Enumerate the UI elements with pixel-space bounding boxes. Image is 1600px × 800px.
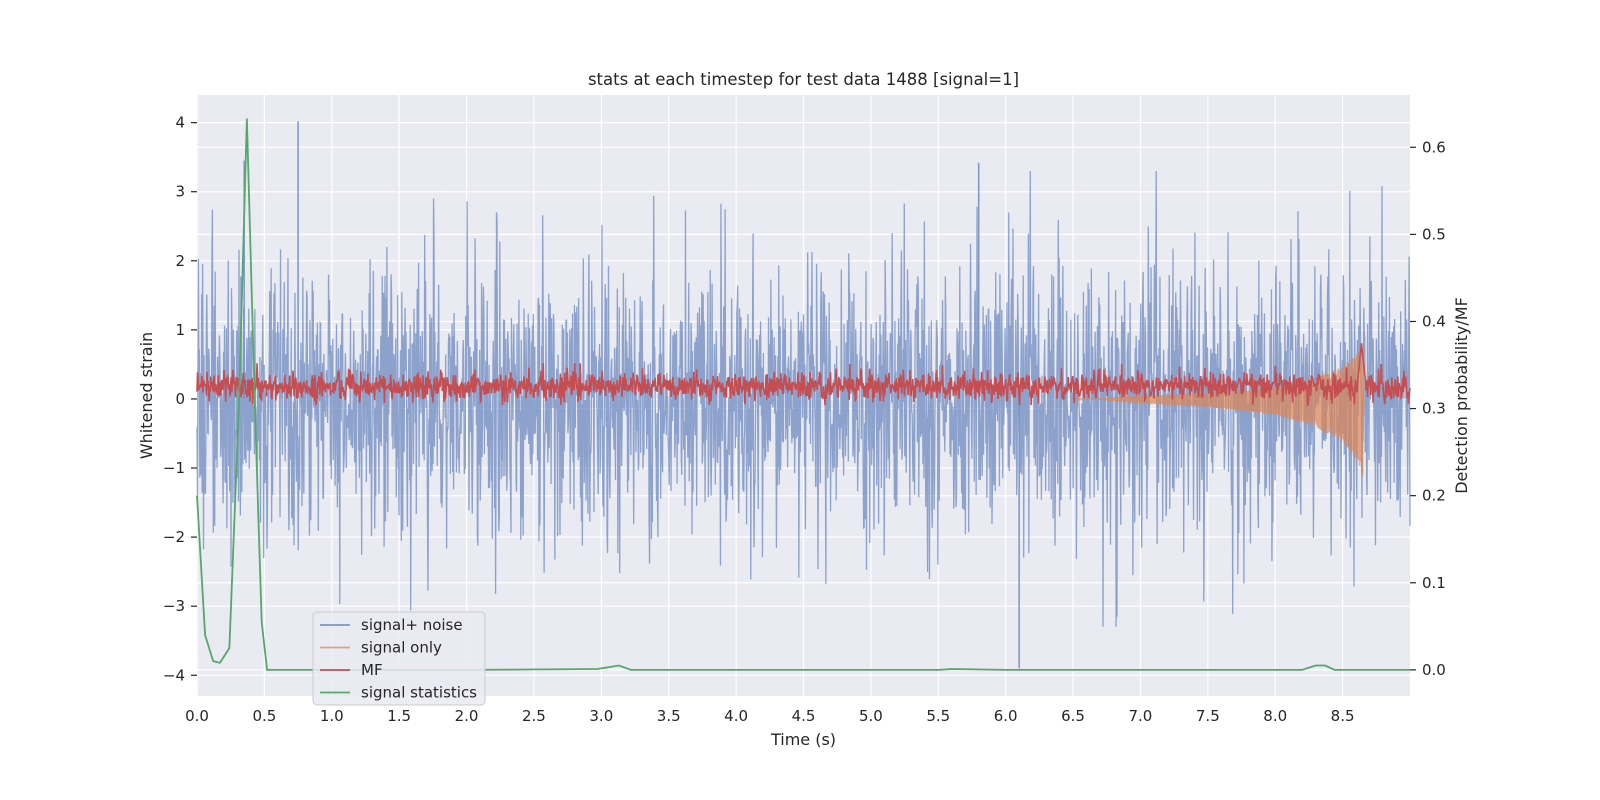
y2-tick-label: 0.3 bbox=[1422, 400, 1446, 418]
series-line-mf bbox=[196, 343, 1411, 407]
y2-tick-label: 0.0 bbox=[1422, 661, 1446, 679]
x-tick-label: 8.5 bbox=[1331, 707, 1355, 725]
y-tick-label: 2 bbox=[175, 252, 185, 270]
x-tick-label: 1.0 bbox=[320, 707, 344, 725]
legend: signal+ noise signal only MF signal statist… bbox=[312, 611, 486, 706]
y-tick-label: −1 bbox=[163, 459, 185, 477]
chart-title: stats at each timestep for test data 148… bbox=[588, 70, 1019, 89]
axis-ticks: 0.0 0.5 1.0 1.5 2.0 2.5 3.0 3.5 4.0 4.5 5.0 5.5 6.0 6… bbox=[163, 114, 1446, 725]
legend-label: MF bbox=[361, 661, 383, 679]
y2-tick-label: 0.4 bbox=[1422, 312, 1446, 330]
x-tick-label: 0.0 bbox=[185, 707, 209, 725]
legend-label: signal only bbox=[361, 639, 442, 657]
x-tick-label: 3.0 bbox=[589, 707, 613, 725]
y2-axis-label: Detection probability/MF bbox=[1452, 297, 1471, 494]
x-tick-label: 6.5 bbox=[1061, 707, 1085, 725]
legend-box bbox=[312, 611, 486, 706]
x-tick-label: 6.0 bbox=[994, 707, 1018, 725]
x-tick-label: 0.5 bbox=[252, 707, 276, 725]
y-tick-label: 0 bbox=[175, 390, 185, 408]
y2-tick-label: 0.2 bbox=[1422, 487, 1446, 505]
y-tick-label: 4 bbox=[175, 114, 185, 132]
y-tick-label: 1 bbox=[175, 321, 185, 339]
legend-label: signal+ noise bbox=[361, 616, 463, 634]
y-tick-label: −4 bbox=[163, 666, 185, 684]
x-axis-label: Time (s) bbox=[770, 730, 836, 749]
x-tick-label: 1.5 bbox=[387, 707, 411, 725]
y-tick-label: −3 bbox=[163, 597, 185, 615]
legend-label: signal statistics bbox=[361, 684, 477, 702]
x-tick-label: 7.5 bbox=[1196, 707, 1220, 725]
x-tick-label: 7.0 bbox=[1129, 707, 1153, 725]
series-line-signal-statistics bbox=[196, 118, 1410, 671]
x-tick-label: 2.5 bbox=[522, 707, 546, 725]
series-line-signal-only bbox=[1072, 346, 1365, 477]
x-tick-label: 5.5 bbox=[926, 707, 950, 725]
x-tick-label: 3.5 bbox=[657, 707, 681, 725]
y-axis-label: Whitened strain bbox=[137, 332, 156, 459]
x-tick-label: 4.0 bbox=[724, 707, 748, 725]
x-tick-label: 2.0 bbox=[455, 707, 479, 725]
y-tick-label: −2 bbox=[163, 528, 185, 546]
plot-series bbox=[196, 118, 1411, 671]
x-tick-label: 4.5 bbox=[792, 707, 816, 725]
x-tick-label: 8.0 bbox=[1263, 707, 1287, 725]
y2-tick-label: 0.5 bbox=[1422, 225, 1446, 243]
y2-tick-label: 0.1 bbox=[1422, 574, 1446, 592]
y-tick-label: 3 bbox=[175, 183, 185, 201]
y2-tick-label: 0.6 bbox=[1422, 138, 1446, 156]
x-tick-label: 5.0 bbox=[859, 707, 883, 725]
